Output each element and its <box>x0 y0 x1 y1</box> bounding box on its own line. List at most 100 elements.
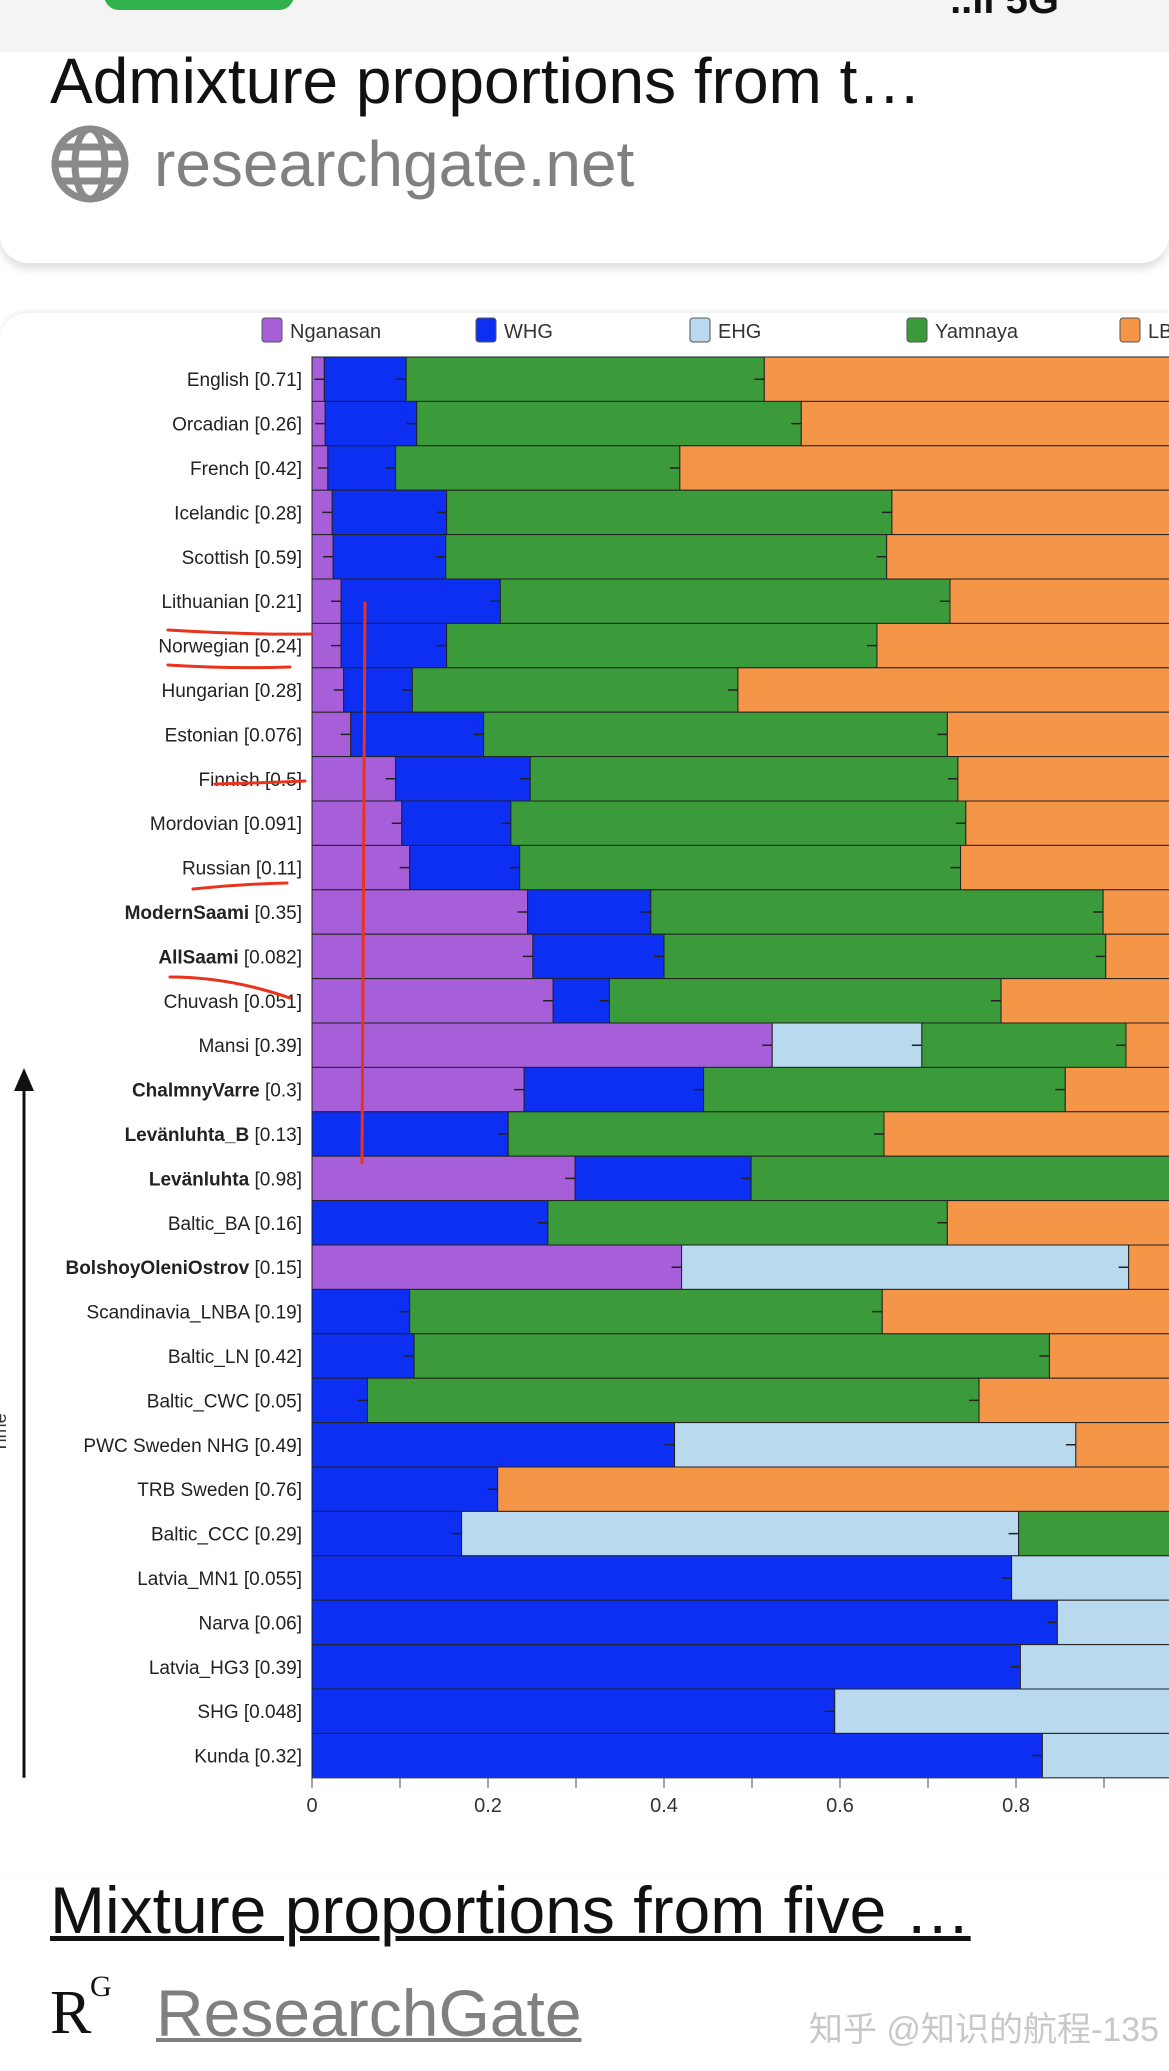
bar-segment-yamnaya <box>921 1022 1127 1068</box>
row-label: Mansi [0.39] <box>198 1036 302 1057</box>
row-label: SHG [0.048] <box>197 1702 302 1723</box>
bar-segment-yamnaya <box>395 445 681 491</box>
bar-segment-lb <box>886 534 1169 580</box>
bar-segment-whg <box>350 711 485 758</box>
legend-swatch <box>906 317 928 343</box>
bar-segment-whg <box>311 1422 676 1468</box>
legend-label-ehg: EHG <box>718 321 761 343</box>
bar-segment-lb <box>497 1466 1169 1512</box>
bar-segment-whg <box>409 844 521 891</box>
call-indicator-pill[interactable] <box>104 0 294 10</box>
x-tick-label: 0 <box>306 1795 317 1817</box>
row-label: Baltic_CCC [0.29] <box>151 1525 302 1546</box>
x-tick-label: 0.8 <box>1002 1795 1030 1817</box>
legend-swatch <box>689 317 711 343</box>
bar-segment-yamnaya <box>366 1377 980 1424</box>
bar-segment-lb <box>763 356 1169 402</box>
image-preview-card[interactable]: Nganasan WHG EHG Yamnaya LB English [0.71] Orc… <box>0 313 1169 1873</box>
bar-segment-yamnaya <box>499 578 951 624</box>
x-tick-label: 0.2 <box>474 1795 502 1817</box>
bar-segment-nganasan <box>311 1244 683 1290</box>
legend-label-nganasan: Nganasan <box>290 321 381 343</box>
row-label: BolshoyOleniOstrov [0.15] <box>65 1258 302 1279</box>
bar-segment-whg <box>332 534 447 580</box>
source-link[interactable]: ResearchGate <box>156 1976 582 2050</box>
row-label: Kunda [0.32] <box>194 1747 302 1768</box>
bar-segment-yamnaya <box>750 1155 1169 1202</box>
row-label: Levänluhta_B [0.13] <box>125 1125 302 1146</box>
bar-segment-yamnaya <box>608 978 1002 1024</box>
bar-segment-lb <box>1064 1066 1169 1113</box>
legend-label-lb: LB <box>1148 321 1169 343</box>
image-caption[interactable]: Mixture proportions from five … <box>50 1872 971 1948</box>
legend-label-yamnaya: Yamnaya <box>935 321 1019 343</box>
bar-segment-nganasan <box>311 756 397 802</box>
bar-segment-whg <box>532 933 665 980</box>
bar-segment-lb <box>800 400 1169 447</box>
bar-segment-whg <box>311 1555 1013 1601</box>
bar-segment-ehg <box>674 1422 1077 1468</box>
bar-segment-ehg <box>1041 1732 1169 1779</box>
site-name: researchgate.net <box>154 128 635 200</box>
status-indicators: ..ıl 5G <box>950 0 1059 22</box>
bar-segment-whg <box>311 1200 549 1246</box>
bar-segment-yamnaya <box>409 1288 883 1335</box>
result-title[interactable]: Admixture proportions from t… <box>50 52 922 117</box>
bar-segment-lb <box>1128 1244 1169 1290</box>
bar-segment-yamnaya <box>446 622 878 669</box>
bar-segment-lb <box>891 489 1169 536</box>
bar-segment-whg <box>311 1688 836 1734</box>
bar-segment-yamnaya <box>1018 1510 1169 1557</box>
status-bar: ..ıl 5G <box>0 0 1169 52</box>
arrow-head-icon <box>14 1068 34 1091</box>
bar-segment-whg <box>311 1644 1021 1690</box>
bar-segment-lb <box>978 1377 1169 1424</box>
admixture-chart: Nganasan WHG EHG Yamnaya LB English [0.71] Orc… <box>0 317 1169 1817</box>
bar-segment-whg <box>523 1066 705 1113</box>
row-label: Hungarian [0.28] <box>162 681 303 702</box>
bar-segment-whg <box>311 1466 499 1512</box>
row-label: Lithuanian [0.21] <box>161 592 302 613</box>
bar-segment-lb <box>946 711 1169 758</box>
row-label: Russian [0.11] <box>182 859 302 880</box>
bar-segment-nganasan <box>311 1022 773 1068</box>
bar-segment-lb <box>881 1288 1169 1335</box>
search-result-card[interactable]: Admixture proportions from t… researchga… <box>0 52 1169 263</box>
row-label: Baltic_BA [0.16] <box>168 1214 302 1235</box>
row-label: Scandinavia_LNBA [0.19] <box>87 1303 303 1324</box>
bar-segment-lb <box>960 844 1169 891</box>
bar-segment-ehg <box>771 1022 923 1068</box>
bar-segment-whg <box>311 1599 1058 1646</box>
bar-segment-yamnaya <box>519 844 962 891</box>
bar-segment-whg <box>331 489 448 536</box>
x-tick-label: 0.6 <box>826 1795 854 1817</box>
row-label: Latvia_MN1 [0.055] <box>137 1569 302 1590</box>
bar-segment-lb <box>876 622 1169 669</box>
row-label: Mordovian [0.091] <box>150 814 302 835</box>
bar-segment-yamnaya <box>547 1200 948 1246</box>
bar-segment-ehg <box>461 1510 1020 1557</box>
row-label: Baltic_LN [0.42] <box>168 1347 302 1368</box>
row-label: PWC Sweden NHG [0.49] <box>83 1436 302 1457</box>
bar-segment-lb <box>965 800 1169 846</box>
bar-segment-lb <box>679 445 1169 491</box>
bar-segment-nganasan <box>311 889 529 935</box>
hand-drawn-annotation <box>191 881 289 891</box>
legend-swatch <box>475 317 497 343</box>
row-label: Icelandic [0.28] <box>174 503 302 524</box>
result-site[interactable]: researchgate.net <box>50 124 634 204</box>
row-label: English [0.71] <box>187 370 302 391</box>
x-tick-label: 0.4 <box>650 1795 678 1817</box>
bar-segment-lb <box>1048 1333 1169 1379</box>
caption-link[interactable]: Mixture proportions from five … <box>50 1873 971 1947</box>
y-axis-label: Time <box>0 1413 10 1452</box>
bar-segment-nganasan <box>311 1066 525 1113</box>
bar-segment-whg <box>327 445 397 491</box>
bar-segment-lb <box>1102 889 1169 935</box>
row-label: Finnish [0.5] <box>199 770 303 791</box>
bar-segment-whg <box>311 1111 509 1157</box>
bar-segment-nganasan <box>311 933 534 980</box>
hand-drawn-annotation <box>213 779 307 786</box>
bar-segment-whg <box>323 356 407 402</box>
